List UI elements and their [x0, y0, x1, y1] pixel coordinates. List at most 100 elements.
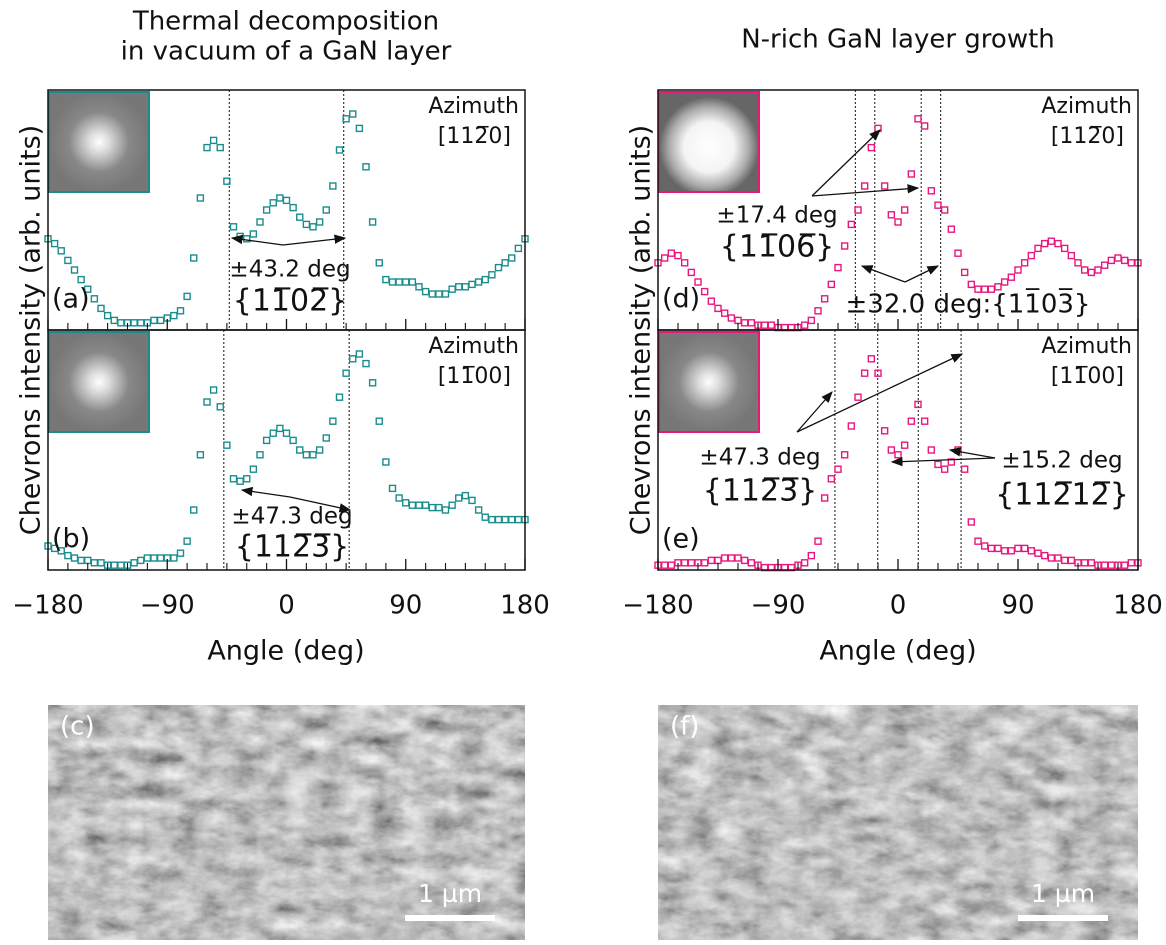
azimuth-label: Azimuth [1041, 94, 1132, 119]
annotation: ±17.4 deg [716, 203, 837, 229]
data-point [257, 219, 263, 225]
data-point [171, 555, 177, 561]
data-point [390, 485, 396, 491]
data-point [204, 399, 210, 405]
data-point [343, 370, 349, 376]
data-point [197, 195, 203, 201]
azimuth-index: [112̅0] [1051, 124, 1124, 149]
data-point [1082, 267, 1088, 273]
data-point [855, 207, 861, 213]
x-tick-label: −90 [751, 591, 806, 621]
inset-image [659, 92, 759, 192]
data-point [935, 461, 941, 467]
azimuth-label: Azimuth [1041, 334, 1132, 359]
data-point [868, 356, 874, 362]
data-point [118, 562, 124, 568]
annotation-arrow [812, 130, 880, 196]
y-axis-label: Chevrons intensity (arb. units) [16, 125, 47, 535]
data-point [217, 145, 223, 151]
panel-label: (d) [662, 284, 700, 315]
data-point [1028, 253, 1034, 259]
data-point [356, 351, 362, 357]
data-point [204, 145, 210, 151]
data-point [1002, 279, 1008, 285]
data-point [942, 466, 948, 472]
data-point [848, 221, 854, 227]
panel-label: (a) [52, 284, 90, 315]
data-point [962, 466, 968, 472]
azimuth-label: Azimuth [428, 94, 519, 119]
data-point [330, 183, 336, 189]
annotation: ±47.3 deg [699, 445, 820, 471]
data-point [855, 394, 861, 400]
inset-image [659, 332, 759, 432]
data-point [290, 205, 296, 211]
data-point [935, 202, 941, 208]
data-point [1042, 241, 1048, 247]
data-point [1102, 262, 1108, 268]
x-tick-label: −180 [622, 591, 693, 621]
x-tick-label: 90 [1001, 591, 1034, 621]
data-point [456, 284, 462, 290]
data-point [882, 428, 888, 434]
scale-bar-label: 1 µm [418, 879, 482, 908]
annotation-arrow [892, 458, 995, 462]
data-point [1082, 560, 1088, 566]
data-point [842, 243, 848, 249]
data-point [509, 517, 515, 523]
x-tick-label: 180 [1113, 591, 1163, 621]
data-point [443, 507, 449, 513]
data-point [915, 116, 921, 122]
data-point [868, 145, 874, 151]
data-point [131, 320, 137, 326]
data-point [1102, 562, 1108, 568]
data-point [350, 356, 356, 362]
data-point [310, 452, 316, 458]
data-point [496, 265, 502, 271]
data-point [895, 452, 901, 458]
data-point [409, 279, 415, 285]
data-point [1028, 548, 1034, 554]
data-point [862, 370, 868, 376]
data-point [735, 317, 741, 323]
x-tick-label: 180 [500, 591, 550, 621]
data-point [1068, 253, 1074, 259]
data-point [178, 550, 184, 556]
data-point [668, 250, 674, 256]
data-point [1108, 257, 1114, 263]
data-point [715, 305, 721, 311]
data-point [902, 207, 908, 213]
data-point [423, 289, 429, 295]
data-point [962, 269, 968, 275]
data-point [72, 555, 78, 561]
data-point [1015, 545, 1021, 551]
data-point [350, 111, 356, 117]
data-point [1035, 245, 1041, 251]
column-title: N-rich GaN layer growth [741, 25, 1055, 55]
x-axis-label: Angle (deg) [207, 636, 364, 667]
data-point [955, 250, 961, 256]
data-point [668, 562, 674, 568]
image-label: (c) [60, 712, 95, 742]
data-point [902, 442, 908, 448]
data-point [888, 447, 894, 453]
data-point [383, 459, 389, 465]
data-point [330, 418, 336, 424]
data-point [1002, 548, 1008, 554]
data-point [735, 555, 741, 561]
data-point [462, 284, 468, 290]
data-point [178, 308, 184, 314]
data-point [922, 123, 928, 129]
data-point [815, 538, 821, 544]
data-point [688, 560, 694, 566]
data-point [748, 560, 754, 566]
data-point [722, 310, 728, 316]
data-point [1055, 241, 1061, 247]
x-tick-label: 0 [890, 591, 907, 621]
data-point [688, 269, 694, 275]
data-point [303, 452, 309, 458]
data-point [370, 219, 376, 225]
data-point [264, 437, 270, 443]
data-point [396, 279, 402, 285]
data-point [184, 293, 190, 299]
